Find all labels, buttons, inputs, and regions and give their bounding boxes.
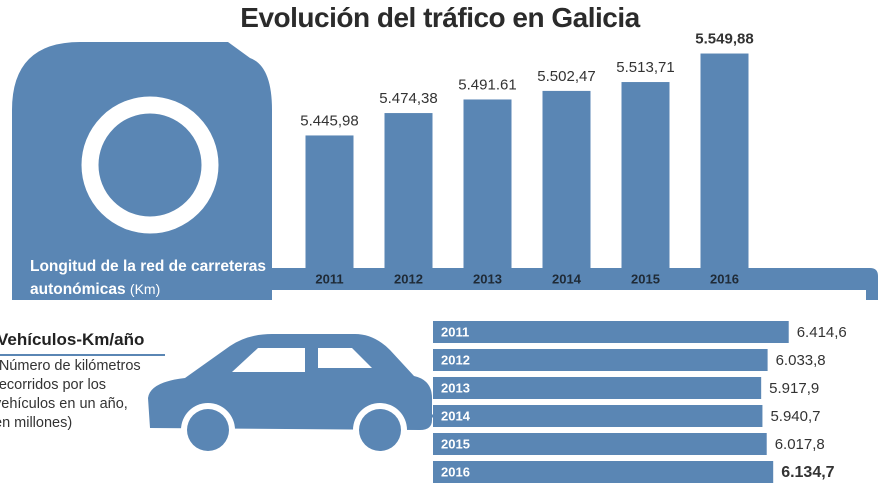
x-tick-label: 2012: [394, 271, 423, 286]
bar: [433, 461, 774, 483]
x-tick-label: 2016: [710, 271, 739, 286]
bar: [621, 82, 670, 290]
tape-label: Longitud de la red de carreteras autonóm…: [30, 256, 270, 301]
x-tick-label: 2015: [631, 271, 660, 286]
tape-measure: [12, 42, 272, 300]
value-label: 5.502,47: [537, 68, 595, 85]
value-label: 6.017,8: [775, 436, 825, 453]
bar: [433, 405, 763, 427]
main-title: Evolución del tráfico en Galicia: [240, 2, 640, 33]
value-label: 5.917,9: [769, 380, 819, 397]
y-tick-label: 2015: [441, 436, 470, 451]
bar: [433, 349, 768, 371]
y-tick-label: 2013: [441, 380, 470, 395]
bar: [384, 113, 433, 291]
y-tick-label: 2012: [441, 352, 470, 367]
y-tick-label: 2014: [441, 408, 471, 423]
bar: [463, 99, 512, 290]
value-label: 5.491.61: [458, 76, 516, 93]
value-label: 6.134,7: [781, 464, 834, 481]
vehicle-subtitle: (Número de kilómetros recorridos por los…: [0, 358, 141, 431]
value-label: 5.474,38: [379, 90, 437, 107]
value-label: 5.940,7: [770, 408, 820, 425]
tape-ring: [81, 96, 219, 234]
x-tick-label: 2013: [473, 271, 502, 286]
value-label: 6.414,6: [797, 324, 847, 341]
car: [148, 334, 436, 457]
bar: [433, 321, 789, 343]
x-tick-label: 2011: [315, 271, 343, 286]
y-tick-label: 2016: [441, 464, 470, 479]
bar: [700, 53, 749, 291]
measure-label: Longitud de la red de carreteras autonóm…: [30, 258, 267, 298]
x-tick-label: 2014: [552, 271, 582, 286]
bar: [433, 433, 767, 455]
bar: [433, 377, 762, 399]
value-label: 5.513,71: [616, 59, 674, 76]
value-label: 5.549,88: [695, 30, 753, 47]
value-label: 5.445,98: [300, 112, 358, 129]
bar: [305, 135, 354, 290]
divider: [0, 354, 165, 356]
value-label: 6.033,8: [776, 352, 826, 369]
measure-unit: (Km): [129, 281, 161, 297]
bar: [542, 90, 591, 291]
y-tick-label: 2011: [441, 324, 469, 339]
vehicle-title: Vehículos-Km/año: [0, 330, 145, 349]
